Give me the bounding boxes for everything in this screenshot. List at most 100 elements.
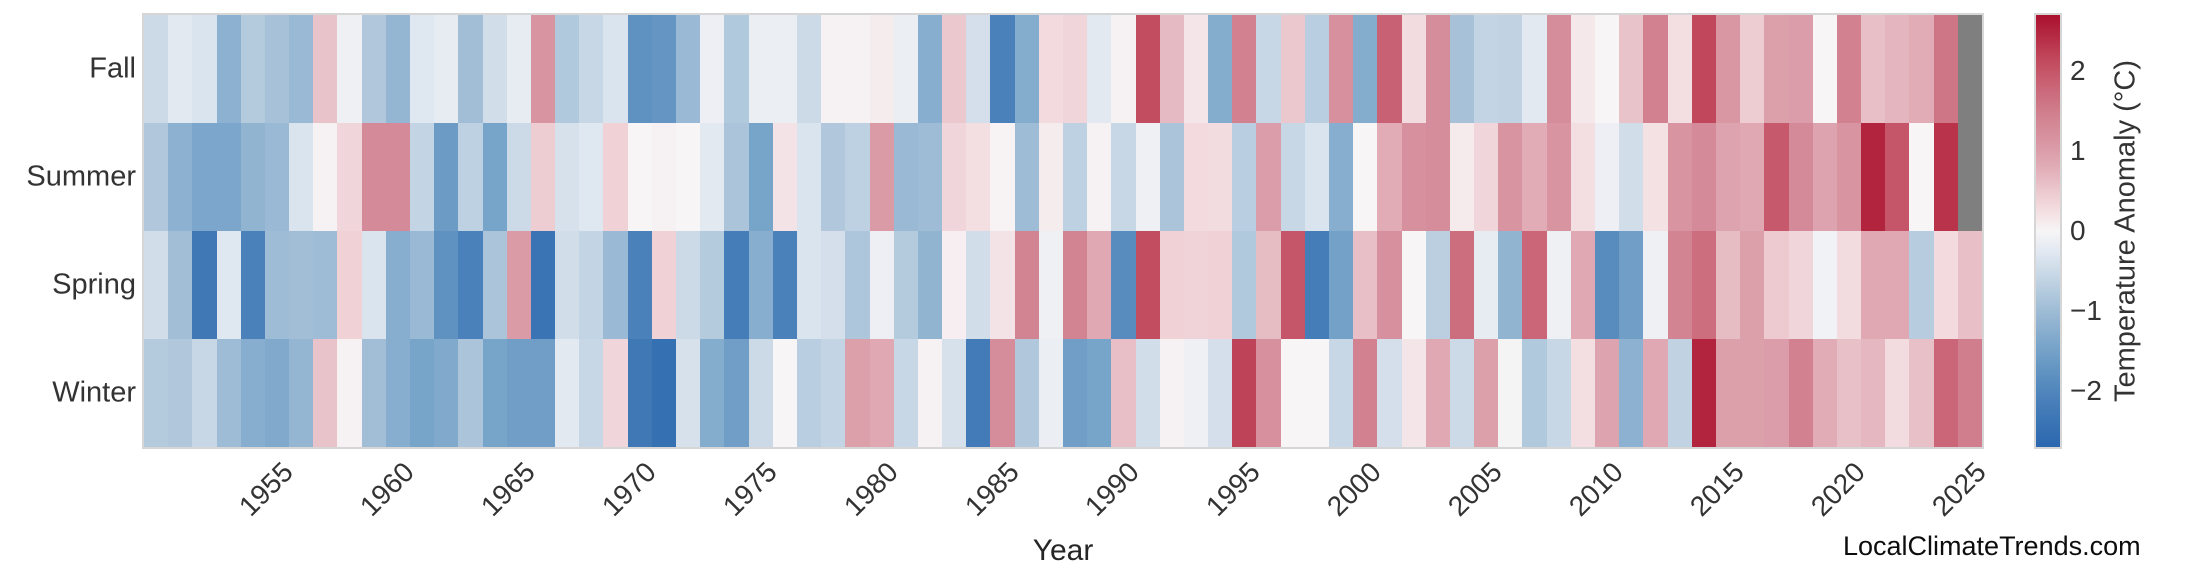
x-tick-label: 1980 xyxy=(837,456,904,522)
heatmap-cell xyxy=(264,231,290,339)
heatmap-cell xyxy=(1280,15,1305,123)
heatmap-cell xyxy=(651,123,677,231)
heatmap-cell xyxy=(410,15,435,123)
watermark-text: LocalClimateTrends.com xyxy=(1843,531,2141,561)
heatmap-cell xyxy=(1304,15,1330,123)
heatmap-cell xyxy=(772,15,797,123)
heatmap-cell xyxy=(1522,123,1547,231)
colorbar-title: Temperature Anomaly (°C) xyxy=(2109,60,2142,402)
heatmap-cell xyxy=(1038,231,1063,339)
heatmap-cell xyxy=(313,339,338,447)
heatmap-cell xyxy=(1498,339,1523,447)
heatmap-cell xyxy=(579,231,604,339)
heatmap-cell xyxy=(1836,339,1862,447)
heatmap-cell xyxy=(1256,123,1281,231)
heatmap-cell xyxy=(1353,123,1378,231)
heatmap-cell xyxy=(1909,15,1934,123)
heatmap-cell xyxy=(748,231,773,339)
heatmap-cell xyxy=(893,15,918,123)
heatmap-cell xyxy=(530,123,556,231)
heatmap-cell xyxy=(1595,123,1620,231)
heatmap-cell xyxy=(1570,339,1596,447)
heatmap-cell xyxy=(1062,15,1088,123)
heatmap-cell xyxy=(410,231,435,339)
y-tick-label: Fall xyxy=(89,52,136,85)
heatmap-cell xyxy=(1957,339,1982,447)
heatmap-cell xyxy=(1183,339,1209,447)
heatmap-cell xyxy=(1595,231,1620,339)
heatmap-cell xyxy=(264,339,290,447)
heatmap-cell xyxy=(144,123,169,231)
heatmap-cell xyxy=(1474,123,1499,231)
heatmap-cell xyxy=(289,15,314,123)
heatmap-cell xyxy=(385,15,411,123)
colorbar-tick-label: −1 xyxy=(2070,295,2102,326)
heatmap-cell xyxy=(1280,231,1305,339)
heatmap-cell xyxy=(676,15,701,123)
x-tick-label: 1985 xyxy=(958,456,1025,522)
heatmap-cell xyxy=(1377,339,1402,447)
heatmap-cell xyxy=(796,339,822,447)
heatmap-cell xyxy=(990,339,1015,447)
x-tick-label: 1960 xyxy=(353,456,420,522)
heatmap-cell xyxy=(1861,15,1886,123)
heatmap-cell xyxy=(1522,231,1547,339)
heatmap-cell xyxy=(724,123,749,231)
heatmap-cell xyxy=(1038,339,1063,447)
x-tick-label: 1995 xyxy=(1200,456,1267,522)
heatmap-cell xyxy=(1812,231,1837,339)
heatmap-cell xyxy=(1062,339,1088,447)
x-tick-label: 1970 xyxy=(595,456,662,522)
heatmap-cell xyxy=(1667,15,1692,123)
heatmap-cell xyxy=(603,15,628,123)
heatmap-cell xyxy=(1401,231,1426,339)
heatmap-cell xyxy=(337,339,362,447)
heatmap-cell xyxy=(1401,339,1426,447)
heatmap-cell xyxy=(1208,339,1233,447)
heatmap-cell xyxy=(1014,339,1039,447)
heatmap-cell xyxy=(1933,15,1958,123)
heatmap-cell xyxy=(1691,339,1716,447)
heatmap-cell xyxy=(796,123,822,231)
heatmap-cell xyxy=(603,339,628,447)
heatmap-cell xyxy=(216,15,241,123)
x-tick-label: 2020 xyxy=(1804,456,1871,522)
heatmap-cell xyxy=(1329,15,1354,123)
heatmap-cell xyxy=(530,15,556,123)
heatmap-cell xyxy=(385,339,411,447)
heatmap-cell xyxy=(869,339,894,447)
heatmap-cell xyxy=(1885,339,1910,447)
heatmap-cell xyxy=(1619,231,1644,339)
heatmap-cell xyxy=(1764,339,1789,447)
heatmap-cell xyxy=(289,123,314,231)
heatmap-cell xyxy=(1957,123,1982,231)
x-tick-label: 1955 xyxy=(232,456,299,522)
heatmap-cell xyxy=(1159,231,1184,339)
heatmap-cell xyxy=(603,231,628,339)
heatmap-cell xyxy=(966,339,991,447)
heatmap-cell xyxy=(289,231,314,339)
heatmap-cell xyxy=(1474,339,1499,447)
heatmap-cell xyxy=(1377,15,1402,123)
heatmap-cell xyxy=(482,15,507,123)
heatmap-cell xyxy=(1885,123,1910,231)
heatmap-cell xyxy=(1764,123,1789,231)
heatmap-cell xyxy=(264,123,290,231)
heatmap-cell xyxy=(240,339,265,447)
heatmap-cell xyxy=(1280,123,1305,231)
x-tick-label: 2000 xyxy=(1321,456,1388,522)
heatmap-cell xyxy=(893,231,918,339)
heatmap-cell xyxy=(385,123,411,231)
heatmap-cell xyxy=(1691,231,1716,339)
heatmap-cell xyxy=(845,231,870,339)
heatmap-cell xyxy=(1087,123,1112,231)
colorbar-tick-label: 2 xyxy=(2070,55,2086,86)
heatmap-cell xyxy=(1425,123,1450,231)
heatmap-cell xyxy=(1909,123,1934,231)
heatmap-cell xyxy=(1087,339,1112,447)
heatmap-cell xyxy=(1474,15,1499,123)
heatmap-cell xyxy=(410,123,435,231)
heatmap-cell xyxy=(168,339,193,447)
heatmap-cell xyxy=(1329,339,1354,447)
heatmap-cell xyxy=(1909,339,1934,447)
